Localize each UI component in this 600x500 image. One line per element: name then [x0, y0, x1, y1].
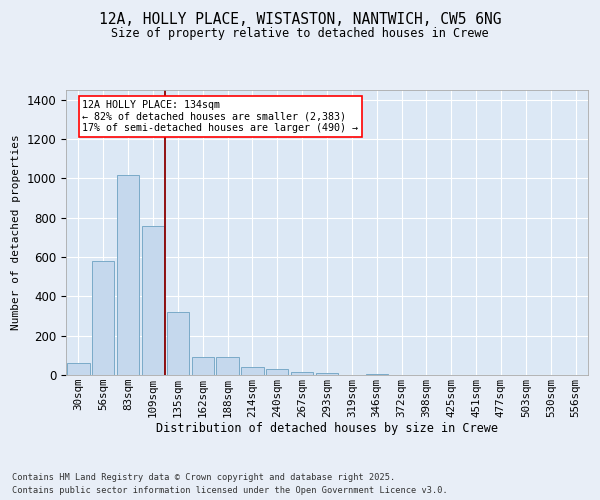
Bar: [316, 373, 338, 375]
Bar: [117, 174, 139, 375]
Bar: [92, 261, 115, 375]
Y-axis label: Number of detached properties: Number of detached properties: [11, 134, 21, 330]
Bar: [67, 363, 89, 375]
Text: 12A, HOLLY PLACE, WISTASTON, NANTWICH, CW5 6NG: 12A, HOLLY PLACE, WISTASTON, NANTWICH, C…: [99, 12, 501, 28]
Bar: [266, 369, 289, 375]
Text: Size of property relative to detached houses in Crewe: Size of property relative to detached ho…: [111, 28, 489, 40]
X-axis label: Distribution of detached houses by size in Crewe: Distribution of detached houses by size …: [156, 422, 498, 436]
Bar: [142, 226, 164, 375]
Bar: [291, 372, 313, 375]
Bar: [217, 358, 239, 375]
Bar: [241, 367, 263, 375]
Bar: [191, 358, 214, 375]
Bar: [365, 374, 388, 375]
Text: Contains public sector information licensed under the Open Government Licence v3: Contains public sector information licen…: [12, 486, 448, 495]
Text: Contains HM Land Registry data © Crown copyright and database right 2025.: Contains HM Land Registry data © Crown c…: [12, 472, 395, 482]
Text: 12A HOLLY PLACE: 134sqm
← 82% of detached houses are smaller (2,383)
17% of semi: 12A HOLLY PLACE: 134sqm ← 82% of detache…: [82, 100, 358, 133]
Bar: [167, 312, 189, 375]
